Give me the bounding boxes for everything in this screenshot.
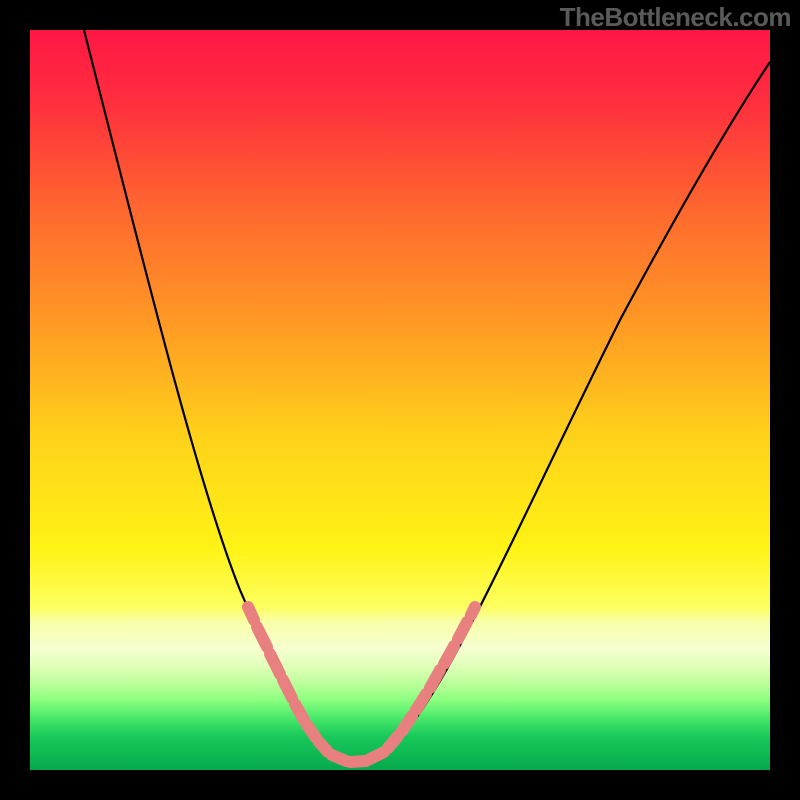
marker-dash <box>248 607 254 620</box>
gradient-background <box>30 30 770 770</box>
marker-dash <box>388 736 398 748</box>
watermark-text: TheBottleneck.com <box>560 2 791 33</box>
marker-dash <box>283 680 292 698</box>
marker-dash <box>458 622 467 639</box>
marker-dash <box>471 607 475 615</box>
marker-dash <box>307 725 316 738</box>
marker-dash <box>370 752 384 759</box>
marker-dash <box>332 755 346 761</box>
marker-dash <box>350 761 366 762</box>
marker-dash <box>295 704 304 720</box>
chart-frame: TheBottleneck.com <box>0 0 800 800</box>
marker-dash <box>319 742 328 752</box>
marker-dash <box>402 716 412 731</box>
chart-svg <box>0 0 800 800</box>
marker-dash <box>416 694 426 710</box>
